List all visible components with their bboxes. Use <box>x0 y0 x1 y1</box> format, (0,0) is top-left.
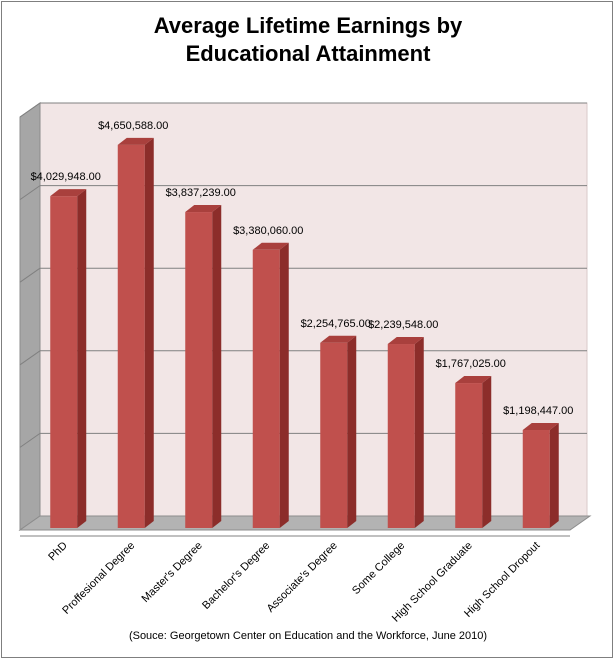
gridline-side <box>19 267 41 283</box>
floor <box>18 515 592 531</box>
data-label: $4,029,948.00 <box>31 171 101 183</box>
category-label: PhD <box>46 540 70 564</box>
bar-side <box>549 423 559 528</box>
bar-top <box>320 335 357 343</box>
bar-top <box>522 423 559 431</box>
data-label: $2,239,548.00 <box>368 319 438 331</box>
gridline-side <box>19 432 41 448</box>
bar-top <box>50 189 87 197</box>
chart-source-note: (Souce: Georgetown Center on Education a… <box>128 630 488 642</box>
bar-front <box>252 249 280 528</box>
data-label: $3,837,239.00 <box>166 187 236 199</box>
category-label: Some College <box>350 540 407 597</box>
category-label: Bachelor's Degree <box>200 540 272 612</box>
bar-side <box>144 137 154 528</box>
chart-title-line-2: Educational Attainment <box>185 41 431 66</box>
bar-top <box>117 137 154 145</box>
data-label: $1,198,447.00 <box>503 405 573 417</box>
gridline-side <box>19 185 41 201</box>
gridline-side <box>19 350 41 366</box>
bar-side <box>414 337 424 528</box>
data-label: $2,254,765.00 <box>301 318 371 330</box>
bar-side <box>482 376 492 528</box>
chart-title: Average Lifetime Earnings by Educational… <box>0 12 616 68</box>
bar-side <box>212 205 222 528</box>
side-wall <box>19 102 41 531</box>
category-label: Master's Degree <box>140 540 205 605</box>
bar-top <box>455 376 492 384</box>
bar-front <box>387 344 415 528</box>
data-label: $3,380,060.00 <box>233 225 303 237</box>
bar-top <box>185 205 222 213</box>
bar-front <box>455 383 483 528</box>
bar-front <box>320 342 348 528</box>
chart-title-line-1: Average Lifetime Earnings by <box>153 13 463 38</box>
category-label: High School Dropout <box>462 540 542 620</box>
category-label: Proffesional Degree <box>60 540 137 617</box>
category-label: Associate's Degree <box>265 540 340 615</box>
bar-front <box>117 144 145 528</box>
data-label: $1,767,025.00 <box>436 358 506 370</box>
bar-side <box>347 335 357 528</box>
bar-front <box>50 196 78 529</box>
bar-top <box>252 242 289 250</box>
data-label: $4,650,588.00 <box>98 120 168 132</box>
bar-side <box>77 189 87 529</box>
bar-top <box>387 337 424 345</box>
bar-front <box>185 212 213 528</box>
gridline-side <box>19 102 41 118</box>
bar-side <box>279 242 289 528</box>
bar-front <box>522 430 550 528</box>
